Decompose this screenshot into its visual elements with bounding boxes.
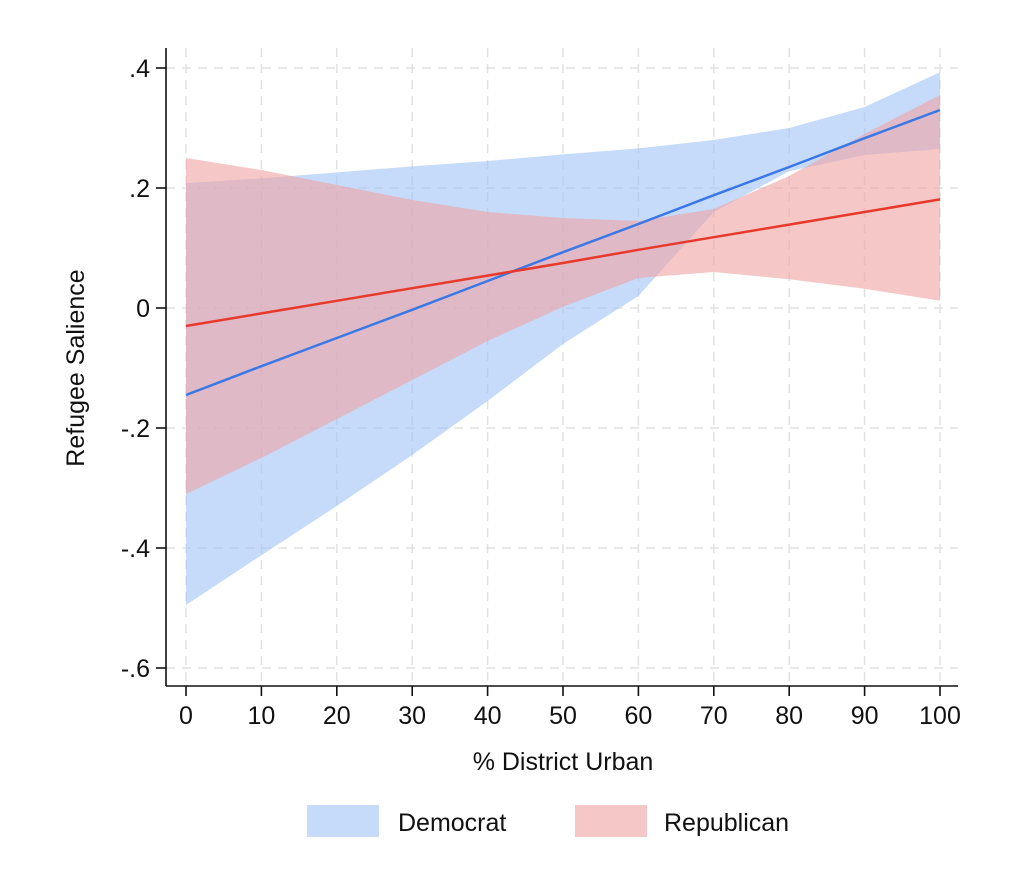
x-tick-label: 100 [919, 702, 961, 730]
y-tick-label: 0 [136, 295, 150, 323]
confidence-bands [186, 72, 940, 605]
x-tick-label: 10 [247, 702, 275, 730]
legend: Democrat Republican [307, 805, 789, 837]
ci-band-republican [186, 95, 940, 494]
legend-swatch-republican [575, 805, 647, 837]
y-tick-label: .2 [129, 175, 150, 203]
legend-swatch-democrat [307, 805, 379, 837]
y-tick-label: -.6 [121, 655, 150, 683]
x-tick-label: 20 [323, 702, 351, 730]
axes [156, 48, 958, 696]
fit-line-republican [185, 198, 941, 328]
tick-labels: 0 10 20 30 40 50 60 70 80 90 100 -.6 -.4 -.2 0 .2 .4 [121, 55, 961, 730]
x-tick-label: 60 [624, 702, 652, 730]
y-tick-label: .4 [129, 55, 150, 83]
x-tick-label: 90 [851, 702, 879, 730]
x-tick-label: 30 [398, 702, 426, 730]
x-tick-label: 50 [549, 702, 577, 730]
fit-line-democrat [185, 108, 941, 397]
x-tick-label: 80 [775, 702, 803, 730]
x-tick-label: 70 [700, 702, 728, 730]
legend-label-republican: Republican [664, 809, 789, 837]
x-axis-title: % District Urban [473, 748, 654, 776]
y-tick-label: -.2 [121, 415, 150, 443]
y-tick-label: -.4 [121, 535, 150, 563]
fit-lines [185, 108, 941, 397]
legend-label-democrat: Democrat [398, 809, 506, 837]
y-axis-title: Refugee Salience [62, 269, 90, 466]
x-tick-label: 0 [179, 702, 193, 730]
x-tick-label: 40 [474, 702, 502, 730]
